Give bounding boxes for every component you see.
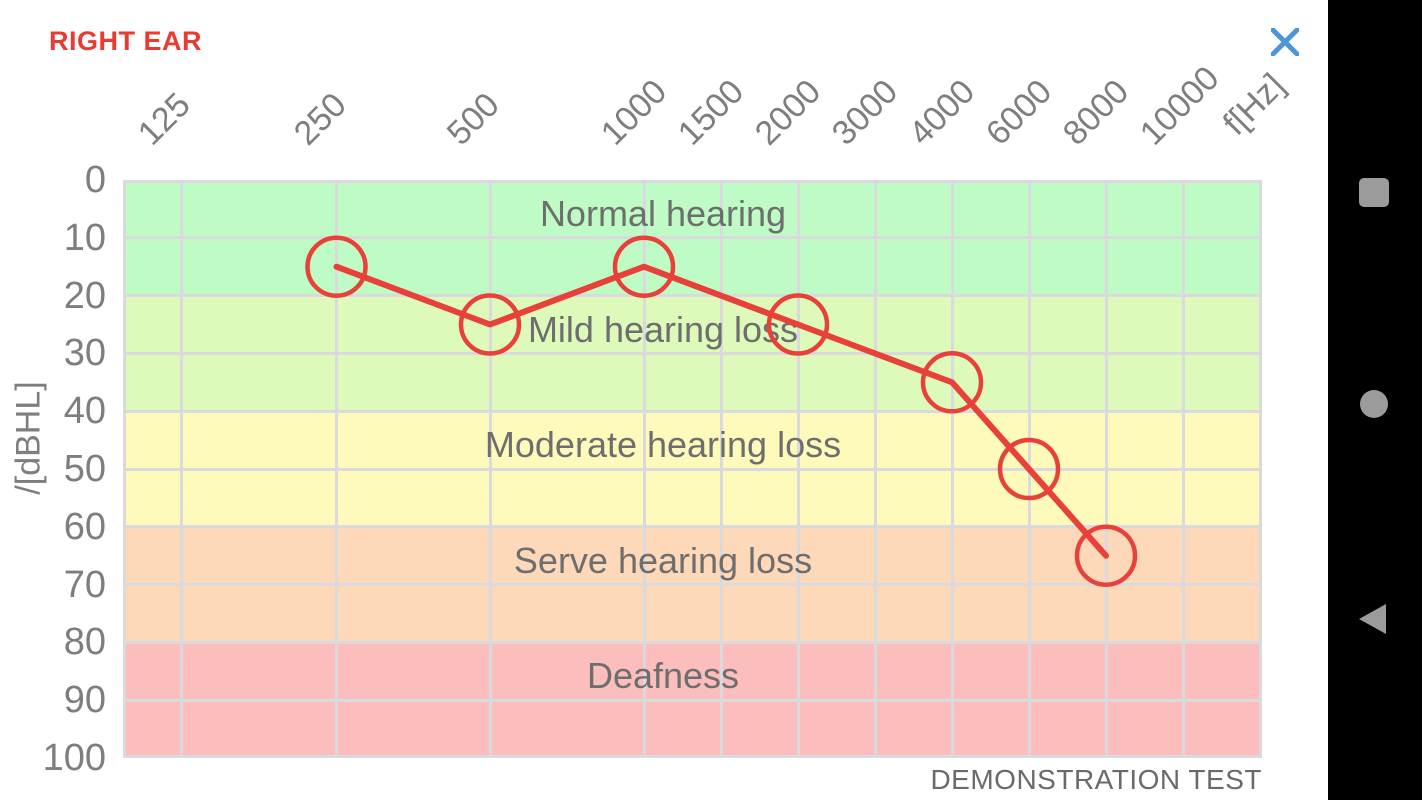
home-button[interactable]: [1328, 357, 1422, 451]
y-tick-label-10: 10: [63, 216, 106, 259]
zone-label-4: Deafness: [586, 655, 740, 697]
threshold-marker-250hz[interactable]: [305, 235, 368, 298]
x-tick-label-4000: 4000: [901, 72, 983, 153]
back-triangle-icon: [1359, 604, 1386, 634]
threshold-marker-8000hz[interactable]: [1074, 524, 1138, 587]
gridline-horizontal: [123, 755, 1262, 758]
zone-label-2: Moderate hearing loss: [484, 424, 842, 466]
back-button[interactable]: [1328, 572, 1422, 666]
gridline-horizontal: [123, 409, 1262, 413]
gridline-horizontal: [123, 294, 1262, 298]
zone-label-1: Mild hearing loss: [527, 308, 799, 350]
gridline-horizontal: [123, 640, 1262, 644]
threshold-marker-1000hz[interactable]: [612, 235, 676, 298]
gridline-horizontal: [123, 467, 1262, 471]
y-tick-label-30: 30: [63, 332, 106, 375]
recents-square-icon: [1359, 178, 1389, 207]
y-tick-label-80: 80: [63, 621, 106, 664]
close-icon: [1271, 28, 1299, 56]
y-tick-label-40: 40: [63, 390, 106, 433]
x-tick-label-6000: 6000: [978, 72, 1060, 153]
threshold-marker-500hz[interactable]: [458, 293, 522, 356]
x-tick-label-1500: 1500: [670, 72, 752, 153]
y-tick-label-0: 0: [84, 159, 106, 201]
android-nav-bar: [1328, 0, 1422, 800]
y-tick-label-50: 50: [63, 448, 106, 490]
watermark-demo-test: DEMONSTRATION TEST: [930, 764, 1262, 795]
x-tick-label-125: 125: [130, 85, 198, 153]
home-circle-icon: [1360, 390, 1388, 418]
audiogram-chart: Normal hearing Mild hearing loss Moderate …: [123, 180, 1262, 758]
threshold-marker-2000hz[interactable]: [766, 293, 830, 356]
threshold-series: [305, 235, 1138, 587]
y-tick-label-60: 60: [63, 505, 106, 548]
x-tick-label-3000: 3000: [824, 72, 906, 153]
gridline-horizontal: [123, 525, 1262, 529]
x-axis-unit-label: f[Hz]: [1215, 66, 1293, 143]
gridline-horizontal: [123, 583, 1262, 587]
x-tick-label-1000: 1000: [593, 72, 675, 153]
y-tick-label-20: 20: [63, 274, 106, 317]
x-tick-label-2000: 2000: [747, 72, 829, 153]
zone-label-0: Normal hearing: [539, 193, 787, 234]
gridline-horizontal: [123, 698, 1262, 702]
threshold-marker-6000hz[interactable]: [997, 437, 1061, 501]
gridline-horizontal: [123, 351, 1262, 355]
threshold-marker-4000hz[interactable]: [920, 351, 984, 414]
threshold-polyline: [333, 263, 1109, 559]
close-button[interactable]: [1264, 21, 1306, 63]
x-tick-label-250: 250: [286, 85, 354, 153]
recents-button[interactable]: [1328, 145, 1422, 239]
gridline-horizontal: [123, 236, 1262, 240]
page-title: RIGHT EAR: [49, 26, 202, 56]
x-tick-label-8000: 8000: [1055, 72, 1137, 153]
gridline-horizontal: [123, 180, 1262, 183]
y-tick-label-100: 100: [42, 737, 106, 779]
x-tick-label-10000: 10000: [1132, 58, 1227, 153]
y-tick-label-90: 90: [63, 679, 106, 722]
zone-label-3: Serve hearing loss: [513, 539, 813, 581]
y-tick-label-70: 70: [63, 563, 106, 606]
x-tick-label-500: 500: [439, 85, 507, 153]
